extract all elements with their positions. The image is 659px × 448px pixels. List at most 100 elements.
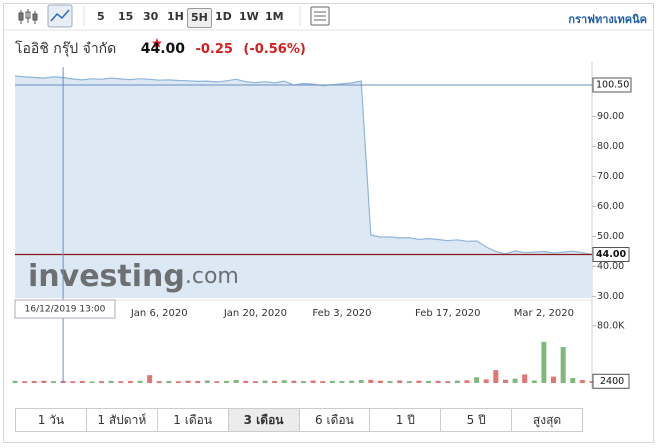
watermark-suffix: .com xyxy=(185,264,239,289)
y-tick-label: 90.00 xyxy=(597,111,624,122)
technical-link[interactable]: กราฟทางเทคนิค xyxy=(568,13,647,26)
volume-bar xyxy=(243,380,249,383)
volume-bar xyxy=(589,381,595,383)
price: 44.00 xyxy=(140,41,186,57)
line-icon[interactable] xyxy=(47,4,73,28)
volume-bar xyxy=(272,381,278,383)
x-tick-label: Feb 17, 2020 xyxy=(415,308,480,319)
volume-bar xyxy=(377,380,383,383)
interval-button[interactable]: 5 xyxy=(97,10,105,23)
volume-bar xyxy=(541,341,547,383)
candle-icon[interactable] xyxy=(18,9,38,24)
crosshair-x-label: 16/12/2019 13:00 xyxy=(25,305,106,315)
range-bar: 1 วัน 1 สัปดาห์ 1 เดือน 3 เดือน 6 เดือน 1 ปี 5… xyxy=(15,408,583,432)
x-tick-label: Feb 3, 2020 xyxy=(312,308,371,319)
volume-bar xyxy=(99,381,105,383)
volume-bar xyxy=(454,380,460,383)
price-area xyxy=(15,76,592,298)
change: -0.25 xyxy=(195,42,233,57)
interval-button[interactable]: 30 xyxy=(143,10,159,23)
last-price-label: 44.00 xyxy=(596,249,626,260)
volume-bar xyxy=(301,381,306,383)
volume-bar xyxy=(31,381,37,383)
crosshair-x-box xyxy=(14,299,116,319)
range-button[interactable]: 1 วัน xyxy=(16,409,87,431)
volume-bar xyxy=(531,380,537,383)
volume-bar xyxy=(368,379,374,383)
x-tick-label: Jan 20, 2020 xyxy=(223,308,287,319)
volume-bar xyxy=(89,381,95,383)
volume-bar xyxy=(118,381,124,383)
volume-tick-label: 80.0K xyxy=(597,320,625,331)
volume-bar xyxy=(156,381,162,383)
volume-bar xyxy=(387,381,393,383)
watermark-brand: investing xyxy=(28,259,185,294)
interval-button[interactable]: 1D xyxy=(215,10,232,23)
volume-bar xyxy=(474,377,480,383)
instrument-name: โออิชิ กรุ๊ป จำกัด xyxy=(15,41,117,57)
range-button[interactable]: 1 เดือน xyxy=(158,409,229,431)
interval-button[interactable]: 1H xyxy=(167,10,184,23)
y-tick-label: 70.00 xyxy=(597,171,624,182)
price-line xyxy=(14,75,593,256)
volume-bar xyxy=(349,380,355,383)
volume-bar xyxy=(233,380,239,383)
volume-bar xyxy=(445,381,451,383)
volume-bar xyxy=(127,381,133,383)
interval-button[interactable]: 5H xyxy=(187,8,212,28)
volume-bar xyxy=(12,380,18,383)
volume-bar xyxy=(147,375,153,383)
range-button[interactable]: 5 ปี xyxy=(441,409,513,431)
volume-bar xyxy=(204,380,210,383)
range-button[interactable]: 3 เดือน xyxy=(228,409,300,431)
x-tick-label: Jan 6, 2020 xyxy=(130,308,188,319)
range-button[interactable]: 1 สัปดาห์ xyxy=(87,409,158,431)
volume-bar xyxy=(41,380,47,383)
volume-bar xyxy=(493,370,499,383)
y-tick-label: 40.00 xyxy=(597,261,624,272)
volume-bar xyxy=(464,380,470,383)
x-tick-label: Mar 2, 2020 xyxy=(514,308,574,319)
volume-bar xyxy=(166,380,172,383)
volume-bar xyxy=(329,380,335,383)
range-button[interactable]: 1 ปี xyxy=(370,409,442,431)
range-button[interactable]: สูงสุด xyxy=(532,413,562,427)
volume-bar xyxy=(137,380,143,383)
volume-bar xyxy=(262,380,268,383)
interval-button[interactable]: 1W xyxy=(239,10,259,23)
volume-bar xyxy=(358,380,364,383)
volume-bar xyxy=(70,381,76,383)
volume-bar xyxy=(50,381,56,383)
volume-bar xyxy=(426,380,432,383)
volume-bar xyxy=(224,380,230,383)
alert-star[interactable] xyxy=(152,38,162,48)
volume-bar xyxy=(195,381,201,383)
volume-bar xyxy=(185,380,191,383)
volume-last-label: 2400 xyxy=(600,376,624,387)
watermark: investing.com xyxy=(28,259,239,294)
volume-bar xyxy=(22,381,28,383)
volume-bar xyxy=(522,374,528,383)
volume-bar xyxy=(175,381,181,383)
volume-bar xyxy=(551,376,557,383)
volume-bar xyxy=(310,380,316,383)
y-tick-label: 60.00 xyxy=(597,201,624,212)
widget-frame xyxy=(3,3,654,443)
crosshair-y-label: 100.50 xyxy=(596,80,629,91)
volume-bar xyxy=(252,381,258,383)
volume-bar xyxy=(108,380,114,383)
y-tick-label: 30.00 xyxy=(597,291,624,302)
y-tick-label: 50.00 xyxy=(597,231,624,242)
header: โออิชิ กรุ๊ป จำกัด 44.00 -0.25 (-0.56%) xyxy=(15,38,312,60)
interval-button[interactable]: 15 xyxy=(118,10,134,23)
indicator-icon[interactable] xyxy=(310,6,330,26)
volume-last-box xyxy=(592,373,630,389)
volume-bar xyxy=(79,381,85,383)
volume-bar xyxy=(339,381,345,383)
interval-button[interactable]: 1M xyxy=(265,10,284,23)
volume-bar xyxy=(435,380,441,383)
volume-bar xyxy=(579,380,585,383)
range-button[interactable]: 6 เดือน xyxy=(300,409,371,431)
